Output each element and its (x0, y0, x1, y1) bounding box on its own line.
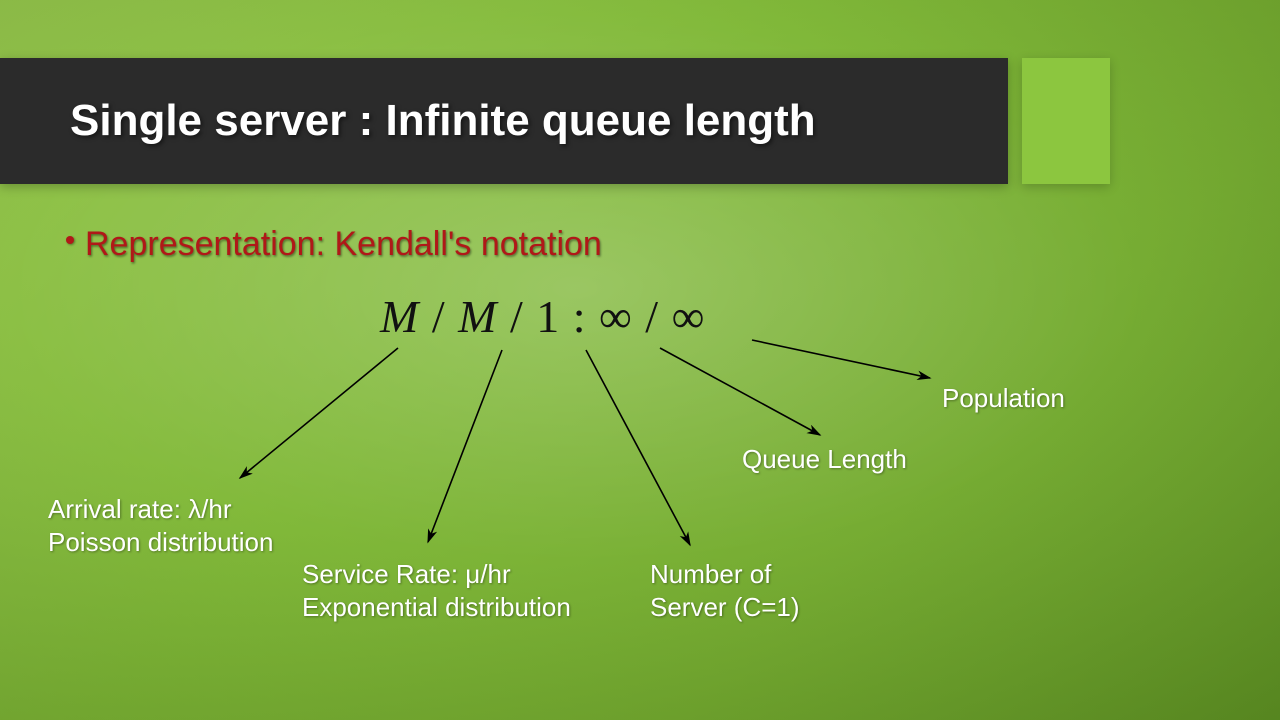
formula-arrival: M (380, 291, 419, 342)
label-servers-line2: Server (C=1) (650, 591, 800, 624)
formula-slash: / (645, 291, 671, 342)
formula-servers: 1 (536, 291, 560, 342)
formula-queue: ∞ (599, 291, 633, 342)
label-servers: Number of Server (C=1) (650, 558, 800, 623)
label-arrival-line1: Arrival rate: λ/hr (48, 493, 273, 526)
label-queue-line1: Queue Length (742, 443, 907, 476)
label-arrival-line2: Poisson distribution (48, 526, 273, 559)
label-service-line2: Exponential distribution (302, 591, 571, 624)
formula-slash: / (510, 291, 536, 342)
label-population: Population (942, 382, 1065, 415)
formula-population: ∞ (672, 291, 706, 342)
formula-service: M (458, 291, 497, 342)
kendall-formula: M / M / 1 : ∞ / ∞ (380, 290, 705, 343)
label-arrival: Arrival rate: λ/hr Poisson distribution (48, 493, 273, 558)
slide-subtitle: Representation: Kendall's notation (85, 225, 602, 264)
title-bar: Single server : Infinite queue length (0, 58, 1008, 184)
label-service-line1: Service Rate: μ/hr (302, 558, 571, 591)
slide-title: Single server : Infinite queue length (70, 96, 816, 146)
label-population-line1: Population (942, 382, 1065, 415)
label-service: Service Rate: μ/hr Exponential distribut… (302, 558, 571, 623)
label-queue-length: Queue Length (742, 443, 907, 476)
bullet-icon (66, 236, 74, 244)
label-servers-line1: Number of (650, 558, 800, 591)
formula-slash: / (432, 291, 458, 342)
accent-block (1022, 58, 1110, 184)
formula-colon: : (573, 291, 599, 342)
